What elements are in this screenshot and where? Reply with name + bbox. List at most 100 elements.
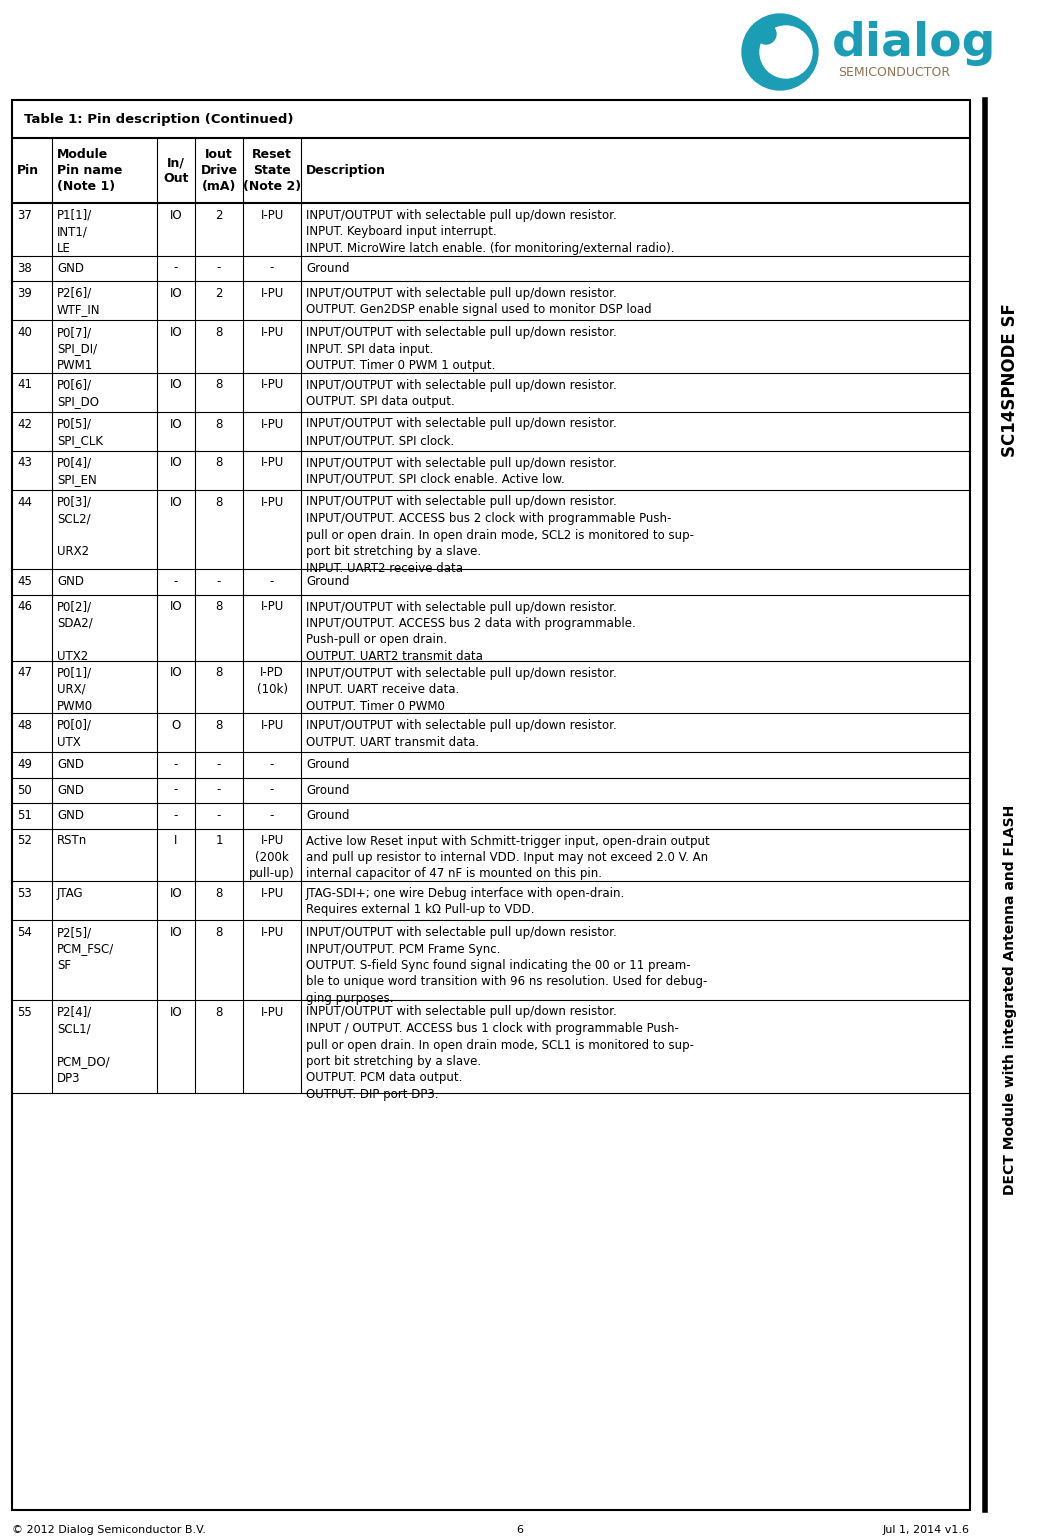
Text: Ground: Ground <box>306 759 349 771</box>
Text: IO: IO <box>170 326 182 339</box>
Text: © 2012 Dialog Semiconductor B.V.: © 2012 Dialog Semiconductor B.V. <box>12 1525 206 1534</box>
Text: I-PU: I-PU <box>260 496 284 508</box>
Text: GND: GND <box>57 262 84 274</box>
Text: Ground: Ground <box>306 810 349 822</box>
Text: 8: 8 <box>215 326 223 339</box>
Text: IO: IO <box>170 600 182 614</box>
Text: GND: GND <box>57 810 84 822</box>
Text: 8: 8 <box>215 496 223 508</box>
Text: -: - <box>174 810 178 822</box>
Text: Ground: Ground <box>306 783 349 797</box>
Text: -: - <box>269 783 275 797</box>
Circle shape <box>756 25 776 45</box>
Text: P0[5]/
SPI_CLK: P0[5]/ SPI_CLK <box>57 417 103 446</box>
Text: IO: IO <box>170 496 182 508</box>
Text: P0[7]/
SPI_DI/
PWM1: P0[7]/ SPI_DI/ PWM1 <box>57 326 97 372</box>
Text: I-PU: I-PU <box>260 719 284 733</box>
Text: INPUT/OUTPUT with selectable pull up/down resistor.
INPUT/OUTPUT. PCM Frame Sync: INPUT/OUTPUT with selectable pull up/dow… <box>306 926 707 1005</box>
Text: P0[0]/
UTX: P0[0]/ UTX <box>57 719 92 748</box>
Text: -: - <box>269 262 275 274</box>
Text: 41: 41 <box>17 379 32 391</box>
Text: INPUT/OUTPUT with selectable pull up/down resistor.
INPUT. SPI data input.
OUTPU: INPUT/OUTPUT with selectable pull up/dow… <box>306 326 617 372</box>
Text: 8: 8 <box>215 457 223 469</box>
Text: 1: 1 <box>215 834 223 848</box>
Text: 2: 2 <box>215 286 223 300</box>
Text: 43: 43 <box>17 457 32 469</box>
Text: INPUT/OUTPUT with selectable pull up/down resistor.
OUTPUT. SPI data output.: INPUT/OUTPUT with selectable pull up/dow… <box>306 379 617 408</box>
Text: 45: 45 <box>17 576 32 588</box>
Text: P0[2]/
SDA2/

UTX2: P0[2]/ SDA2/ UTX2 <box>57 600 93 663</box>
Text: 47: 47 <box>17 666 32 680</box>
Text: Ground: Ground <box>306 576 349 588</box>
Text: Iout
Drive
(mA): Iout Drive (mA) <box>201 148 237 192</box>
Text: IO: IO <box>170 886 182 900</box>
Text: 48: 48 <box>17 719 32 733</box>
Text: IO: IO <box>170 666 182 680</box>
Text: IO: IO <box>170 926 182 939</box>
Text: DECT Module with integrated Antenna and FLASH: DECT Module with integrated Antenna and … <box>1003 805 1017 1196</box>
Text: IO: IO <box>170 457 182 469</box>
Text: I: I <box>175 834 178 848</box>
Text: I-PU: I-PU <box>260 926 284 939</box>
Text: I-PU: I-PU <box>260 209 284 222</box>
Text: I-PU: I-PU <box>260 326 284 339</box>
Text: JTAG-SDI+; one wire Debug interface with open-drain.
Requires external 1 kΩ Pull: JTAG-SDI+; one wire Debug interface with… <box>306 886 625 917</box>
Text: 54: 54 <box>17 926 32 939</box>
Text: I-PU: I-PU <box>260 286 284 300</box>
Text: 8: 8 <box>215 886 223 900</box>
Text: O: O <box>172 719 181 733</box>
Text: I-PU: I-PU <box>260 457 284 469</box>
Text: INPUT/OUTPUT with selectable pull up/down resistor.
OUTPUT. UART transmit data.: INPUT/OUTPUT with selectable pull up/dow… <box>306 719 617 748</box>
Text: GND: GND <box>57 759 84 771</box>
Text: -: - <box>216 759 222 771</box>
Text: -: - <box>269 810 275 822</box>
Text: -: - <box>269 576 275 588</box>
Text: -: - <box>216 783 222 797</box>
Text: P2[6]/
WTF_IN: P2[6]/ WTF_IN <box>57 286 101 317</box>
Circle shape <box>742 14 818 89</box>
Text: 51: 51 <box>17 810 32 822</box>
Text: 50: 50 <box>17 783 32 797</box>
Text: IO: IO <box>170 286 182 300</box>
Text: -: - <box>216 576 222 588</box>
Text: Jul 1, 2014 v1.6: Jul 1, 2014 v1.6 <box>883 1525 970 1534</box>
Text: SEMICONDUCTOR: SEMICONDUCTOR <box>838 66 951 78</box>
Text: 8: 8 <box>215 417 223 431</box>
Text: -: - <box>216 810 222 822</box>
Text: Table 1: Pin description (Continued): Table 1: Pin description (Continued) <box>24 112 293 126</box>
Text: INPUT/OUTPUT with selectable pull up/down resistor.
INPUT. Keyboard input interr: INPUT/OUTPUT with selectable pull up/dow… <box>306 209 675 255</box>
Text: dialog: dialog <box>832 22 996 66</box>
Text: IO: IO <box>170 379 182 391</box>
Text: 8: 8 <box>215 379 223 391</box>
Text: 52: 52 <box>17 834 32 848</box>
Text: Description: Description <box>306 165 386 177</box>
Text: -: - <box>216 262 222 274</box>
Text: Reset
State
(Note 2): Reset State (Note 2) <box>243 148 301 192</box>
Text: 39: 39 <box>17 286 32 300</box>
Circle shape <box>760 26 812 78</box>
Text: 2: 2 <box>215 209 223 222</box>
Text: 53: 53 <box>17 886 32 900</box>
Text: INPUT/OUTPUT with selectable pull up/down resistor.
INPUT. UART receive data.
OU: INPUT/OUTPUT with selectable pull up/dow… <box>306 666 617 713</box>
Text: P2[4]/
SCL1/

PCM_DO/
DP3: P2[4]/ SCL1/ PCM_DO/ DP3 <box>57 1005 110 1085</box>
Text: IO: IO <box>170 209 182 222</box>
Text: IO: IO <box>170 1005 182 1019</box>
Text: I-PU: I-PU <box>260 379 284 391</box>
Text: 42: 42 <box>17 417 32 431</box>
Text: -: - <box>174 783 178 797</box>
Text: INPUT/OUTPUT with selectable pull up/down resistor.
INPUT/OUTPUT. SPI clock enab: INPUT/OUTPUT with selectable pull up/dow… <box>306 457 617 486</box>
Text: IO: IO <box>170 417 182 431</box>
Text: INPUT/OUTPUT with selectable pull up/down resistor.
INPUT/OUTPUT. ACCESS bus 2 c: INPUT/OUTPUT with selectable pull up/dow… <box>306 496 694 574</box>
Text: 8: 8 <box>215 666 223 680</box>
Text: I-PU: I-PU <box>260 600 284 614</box>
Text: INPUT/OUTPUT with selectable pull up/down resistor.
OUTPUT. Gen2DSP enable signa: INPUT/OUTPUT with selectable pull up/dow… <box>306 286 652 317</box>
Text: 38: 38 <box>17 262 32 274</box>
Text: GND: GND <box>57 576 84 588</box>
Text: I-PU: I-PU <box>260 1005 284 1019</box>
Text: In/
Out: In/ Out <box>163 155 188 185</box>
Text: 49: 49 <box>17 759 32 771</box>
Text: JTAG: JTAG <box>57 886 83 900</box>
Text: 55: 55 <box>17 1005 32 1019</box>
Text: 40: 40 <box>17 326 32 339</box>
Text: I-PU: I-PU <box>260 417 284 431</box>
